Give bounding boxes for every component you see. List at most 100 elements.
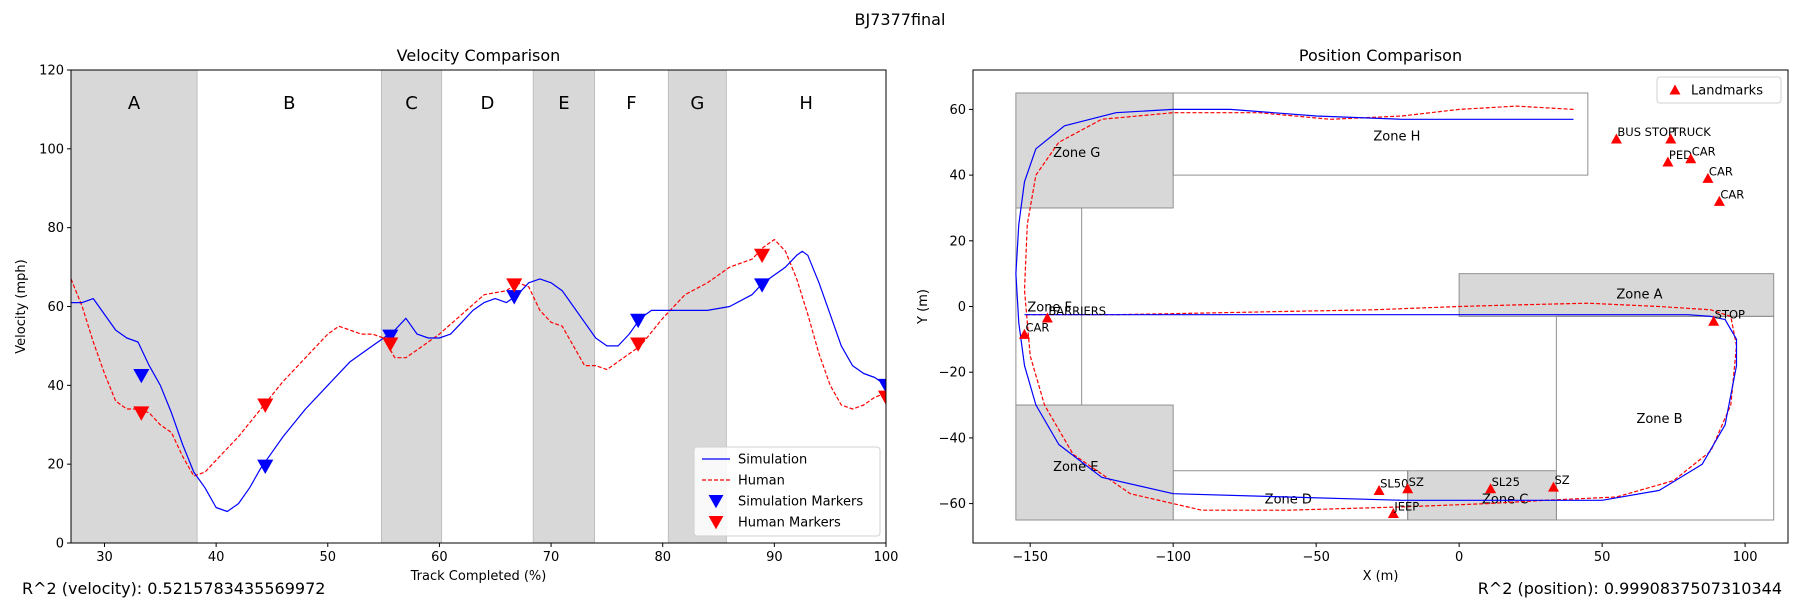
y-tick-label: 120 xyxy=(39,64,64,79)
x-tick-label: 30 xyxy=(96,550,113,565)
simulation-marker xyxy=(754,278,771,293)
landmark-label: BUS STOP xyxy=(1617,125,1675,139)
x-tick-label: 50 xyxy=(1594,550,1611,565)
landmark-marker xyxy=(1485,483,1497,494)
x-tick-label: 100 xyxy=(1733,550,1758,565)
landmark-label: STOP xyxy=(1715,307,1745,321)
simulation-marker xyxy=(382,329,399,344)
legend-swatch xyxy=(708,516,724,530)
landmark-marker xyxy=(1373,484,1385,495)
human-marker xyxy=(257,398,274,413)
x-tick-label: 70 xyxy=(543,550,560,565)
landmark-label: SL50 xyxy=(1380,476,1408,490)
human-marker xyxy=(133,406,150,421)
landmark-marker xyxy=(1662,156,1674,167)
section-band-e xyxy=(532,70,596,543)
zone-g-label: Zone G xyxy=(1053,146,1100,161)
y-tick-label: 60 xyxy=(949,103,966,118)
landmark-marker xyxy=(1610,133,1622,144)
x-tick-label: 0 xyxy=(1455,550,1463,565)
section-band-c xyxy=(380,70,443,543)
simulation-marker xyxy=(877,378,886,394)
section-label-c: C xyxy=(405,93,418,114)
human-marker xyxy=(877,390,886,405)
legend-label: Landmarks xyxy=(1691,84,1763,99)
simulation-velocity-line xyxy=(71,250,886,513)
human-marker xyxy=(754,248,771,264)
x-tick-label: 90 xyxy=(766,550,783,565)
human-marker xyxy=(506,278,523,293)
chart-title: Position Comparison xyxy=(1299,46,1462,65)
x-tick-label: 100 xyxy=(874,550,899,565)
landmark-marker xyxy=(1702,172,1714,183)
r2-position-text: R^2 (position): 0.9990837507310344 xyxy=(1477,579,1782,598)
y-tick-label: 0 xyxy=(56,537,64,552)
r2-velocity-text: R^2 (velocity): 0.5215783435569972 xyxy=(22,579,326,598)
x-tick-label: −100 xyxy=(1155,550,1191,565)
landmark-marker xyxy=(1548,481,1560,492)
x-axis-label: X (m) xyxy=(1363,569,1399,584)
section-label-d: D xyxy=(480,93,494,114)
simulation-marker xyxy=(506,290,523,305)
zone-e-label: Zone E xyxy=(1053,460,1098,475)
human-marker xyxy=(630,337,647,352)
legend-swatch xyxy=(1669,84,1681,95)
zone-e-rect xyxy=(1015,404,1174,521)
section-label-e: E xyxy=(558,93,569,114)
landmark-marker xyxy=(1018,328,1030,339)
simulation-marker xyxy=(257,459,274,474)
x-tick-label: −50 xyxy=(1302,550,1329,565)
section-label-g: G xyxy=(690,93,704,114)
landmark-label: CAR xyxy=(1692,145,1716,159)
legend-frame xyxy=(1656,76,1782,104)
x-axis-label: Track Completed (%) xyxy=(410,569,547,584)
landmark-marker xyxy=(1041,312,1053,323)
chart-title: Velocity Comparison xyxy=(397,46,561,65)
human-marker xyxy=(382,337,399,352)
landmark-label: CAR xyxy=(1709,164,1733,178)
y-tick-label: 20 xyxy=(47,458,64,473)
x-tick-label: −150 xyxy=(1012,550,1048,565)
velocity-chart: A B C D E F G H 30 40 50 60 70 80 90 100 0 20 40 60 80 100 120… xyxy=(14,46,898,584)
landmark-marker xyxy=(1713,195,1725,206)
section-band-a xyxy=(71,70,198,543)
zone-d-label: Zone D xyxy=(1265,493,1312,508)
human-velocity-line xyxy=(71,238,886,477)
x-tick-label: 60 xyxy=(431,550,448,565)
y-tick-label: 0 xyxy=(958,300,966,315)
zone-h-rect xyxy=(1172,92,1589,176)
zone-b-rect xyxy=(1555,315,1775,521)
y-tick-label: 40 xyxy=(47,379,64,394)
velocity-plot-area xyxy=(71,70,886,543)
landmark-marker xyxy=(1402,483,1414,494)
section-label-h: H xyxy=(799,93,813,114)
legend-frame xyxy=(693,446,881,537)
landmark-label: TRUCK xyxy=(1671,125,1711,139)
section-label-a: A xyxy=(128,93,141,114)
legend-label: Simulation xyxy=(738,453,807,468)
zone-f-label: Zone F xyxy=(1027,301,1072,316)
y-tick-label: 100 xyxy=(39,142,64,157)
landmark-marker xyxy=(1387,507,1399,518)
landmark-label: SL25 xyxy=(1492,475,1520,489)
x-tick-label: 40 xyxy=(208,550,225,565)
landmark-marker xyxy=(1708,315,1720,326)
y-tick-label: 60 xyxy=(47,300,64,315)
legend-label: Human xyxy=(738,474,785,489)
section-label-f: F xyxy=(626,93,636,114)
landmark-marker xyxy=(1665,133,1677,144)
figure-suptitle: BJ7377final xyxy=(854,10,946,29)
y-axis-label: Y (m) xyxy=(916,289,931,325)
legend-swatch xyxy=(708,495,724,509)
landmark-label: CAR xyxy=(1025,320,1049,334)
landmark-label: SZ xyxy=(1409,475,1424,489)
landmark-marker xyxy=(1685,153,1697,164)
landmark-label: CAR xyxy=(1720,187,1744,201)
zone-b-label: Zone B xyxy=(1636,412,1682,427)
y-axis-label: Velocity (mph) xyxy=(14,259,29,353)
x-tick-label: 50 xyxy=(320,550,337,565)
legend-label: Simulation Markers xyxy=(738,495,863,510)
human-path-line xyxy=(1023,105,1738,511)
